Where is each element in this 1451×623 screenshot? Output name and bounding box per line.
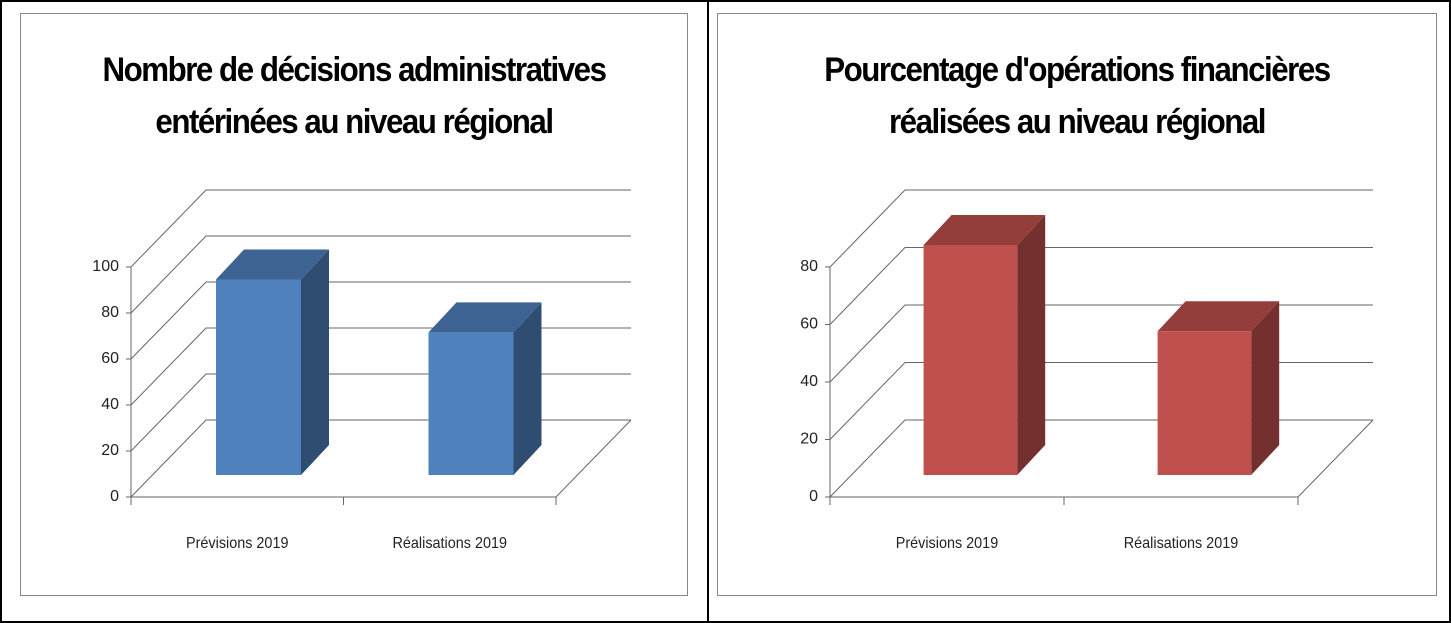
bar-top [1157, 301, 1280, 332]
y-tick-label: 20 [800, 431, 818, 448]
grid-line [130, 281, 631, 360]
chart-panel: Pourcentage d'opérations financières réa… [717, 13, 1437, 596]
y-tick-label: 100 [92, 258, 119, 275]
bar [428, 332, 514, 475]
chart: 0 20 40 60 80 100 Prévisions 2019 Réalisations … [92, 189, 632, 553]
grid-line [130, 419, 631, 498]
y-tick-label: 0 [809, 488, 818, 505]
grid-line [130, 373, 631, 452]
grid-line [829, 247, 1373, 325]
x-tick-label: Réalisations 2019 [1124, 535, 1238, 553]
x-tick-label: Prévisions 2019 [896, 535, 998, 553]
grid-line [829, 362, 1373, 440]
grid-line [130, 189, 631, 268]
floor [830, 419, 1374, 498]
bar [923, 245, 1018, 475]
bar-side [513, 302, 542, 475]
y-tick-label: 40 [800, 373, 818, 390]
bar-side [1017, 215, 1046, 475]
y-tick-label: 20 [101, 442, 119, 459]
bar [216, 279, 301, 475]
x-tick-label: Prévisions 2019 [186, 535, 288, 553]
y-tick-label: 80 [101, 304, 119, 321]
chart-title: Nombre de décisions administratives enté… [102, 51, 606, 141]
cell-divider [707, 0, 709, 623]
bar-side [301, 249, 329, 475]
x-tick-label: Réalisations 2019 [393, 535, 507, 553]
bar [1157, 331, 1252, 475]
floor [131, 419, 632, 498]
grid-line [829, 304, 1373, 383]
grid-line [130, 327, 631, 406]
y-tick-label: 60 [800, 316, 818, 333]
chart: 0 20 40 60 80 Prévisions 2019 Réalisations 201… [800, 189, 1374, 553]
grid-line [829, 189, 1373, 268]
grid-line [829, 419, 1373, 498]
chart-title: Pourcentage d'opérations financières réa… [824, 51, 1331, 141]
y-tick-label: 40 [101, 396, 119, 413]
grid-line [130, 235, 631, 314]
bar-top [923, 215, 1046, 245]
bar-top [428, 302, 542, 333]
chart-panel: Nombre de décisions administratives enté… [20, 13, 688, 596]
bar-side [1251, 301, 1280, 475]
y-tick-label: 80 [800, 258, 818, 275]
y-tick-label: 0 [110, 488, 119, 505]
y-tick-label: 60 [101, 350, 119, 367]
bar-top [216, 249, 329, 280]
